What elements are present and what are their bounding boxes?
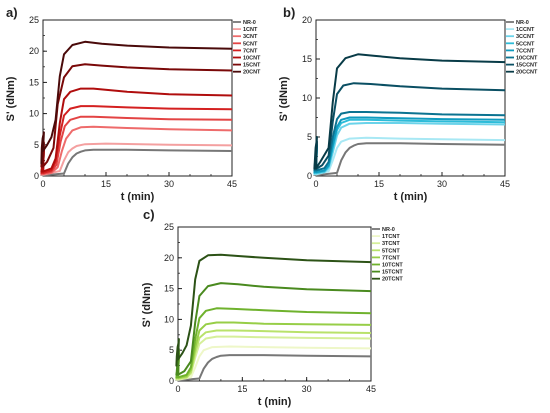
panel-letter: a) xyxy=(6,5,18,20)
series-line-20tcnt xyxy=(175,253,371,367)
legend-label: 1CNT xyxy=(243,27,258,33)
y-tick-label: 5 xyxy=(34,140,39,150)
y-tick-label: 5 xyxy=(307,132,312,142)
panel-b: b) 0 15 30 45 0 5 10 15 20 t (min) S' (dNm) NR-01CCN… xyxy=(278,5,538,203)
x-tick-label: 15 xyxy=(237,384,247,394)
series-group xyxy=(175,253,371,381)
series-line-1tcnt xyxy=(175,345,371,381)
x-tick-label: 45 xyxy=(366,384,376,394)
legend-label: 3TCNT xyxy=(382,241,400,247)
legend-label: NR-0 xyxy=(516,20,529,26)
legend-label: 15CNT xyxy=(243,63,261,69)
y-axis-label: S' (dNm) xyxy=(278,76,290,121)
series-group xyxy=(40,40,232,176)
legend-label: 20CNT xyxy=(243,70,261,76)
legend-label: 3CCNT xyxy=(516,34,535,40)
x-tick-label: 0 xyxy=(40,179,45,189)
y-tick-label: 20 xyxy=(29,46,39,56)
x-tick-label: 30 xyxy=(164,179,174,189)
series-line-nr-0 xyxy=(40,142,232,176)
x-tick-label: 45 xyxy=(500,179,510,189)
series-group xyxy=(313,53,505,176)
y-tick-label: 15 xyxy=(302,54,312,64)
y-axis-label: S' (dNm) xyxy=(141,282,153,327)
y-tick-label: 20 xyxy=(164,253,174,263)
legend-label: 10TCNT xyxy=(382,263,403,269)
x-tick-label: 30 xyxy=(302,384,312,394)
y-tick-label: 0 xyxy=(169,376,174,386)
legend-label: 5CNT xyxy=(243,41,258,47)
y-tick-label: 10 xyxy=(302,93,312,103)
series-line-20ccnt xyxy=(313,53,505,170)
y-tick-label: 5 xyxy=(169,345,174,355)
x-tick-label: 0 xyxy=(313,179,318,189)
series-line-nr-0 xyxy=(313,142,505,176)
panel-letter: c) xyxy=(143,207,155,222)
legend-label: 1TCNT xyxy=(382,234,400,240)
x-tick-label: 15 xyxy=(374,179,384,189)
x-axis-label: t (min) xyxy=(258,396,292,408)
y-tick-label: 25 xyxy=(29,15,39,25)
y-tick-label: 0 xyxy=(34,171,39,181)
y-tick-label: 10 xyxy=(29,109,39,119)
y-tick-label: 15 xyxy=(164,284,174,294)
legend-label: 5CCNT xyxy=(516,41,535,47)
series-line-20cnt xyxy=(40,40,232,165)
legend-label: 20TCNT xyxy=(382,277,403,283)
legend-label: 15TCNT xyxy=(382,270,403,276)
panel-letter: b) xyxy=(283,5,295,20)
y-tick-label: 10 xyxy=(164,314,174,324)
plot-frame xyxy=(177,226,372,382)
x-tick-label: 15 xyxy=(101,179,111,189)
series-line-3ccnt xyxy=(313,122,505,175)
y-tick-label: 20 xyxy=(302,15,312,25)
legend-label: 20CCNT xyxy=(516,70,538,76)
legend-label: 10CNT xyxy=(243,56,261,62)
x-axis-label: t (min) xyxy=(121,191,155,203)
legend-label: 7CNT xyxy=(243,48,258,54)
x-tick-label: 30 xyxy=(437,179,447,189)
legend-label: 1CCNT xyxy=(516,27,535,33)
x-tick-label: 45 xyxy=(227,179,237,189)
series-line-15tcnt xyxy=(175,282,371,376)
panel-c: c) 0 15 30 45 0 5 10 15 20 25 t (min) S' (dNm) NR-01T… xyxy=(141,207,403,408)
x-tick-label: 0 xyxy=(175,384,180,394)
series-line-nr-0 xyxy=(175,348,371,381)
y-tick-label: 15 xyxy=(29,77,39,87)
legend-label: NR-0 xyxy=(243,20,256,26)
y-tick-label: 25 xyxy=(164,222,174,232)
legend-label: 5TCNT xyxy=(382,248,400,254)
legend-label: 15CCNT xyxy=(516,63,538,69)
panel-a: a) 0 15 30 45 0 5 10 15 20 25 t (min) S' (dNm) NR-01C… xyxy=(5,5,261,203)
plot-frame xyxy=(42,19,233,177)
legend-label: NR-0 xyxy=(382,227,395,233)
legend-label: 7TCNT xyxy=(382,255,400,261)
legend-label: 10CCNT xyxy=(516,56,538,62)
legend-label: 3CNT xyxy=(243,34,258,40)
y-tick-label: 0 xyxy=(307,171,312,181)
series-line-1cnt xyxy=(40,140,232,176)
y-axis-label: S' (dNm) xyxy=(5,76,17,121)
series-line-7cnt xyxy=(40,105,232,174)
x-axis-label: t (min) xyxy=(394,191,428,203)
series-line-3tcnt xyxy=(175,335,371,381)
legend-label: 7CCNT xyxy=(516,48,535,54)
